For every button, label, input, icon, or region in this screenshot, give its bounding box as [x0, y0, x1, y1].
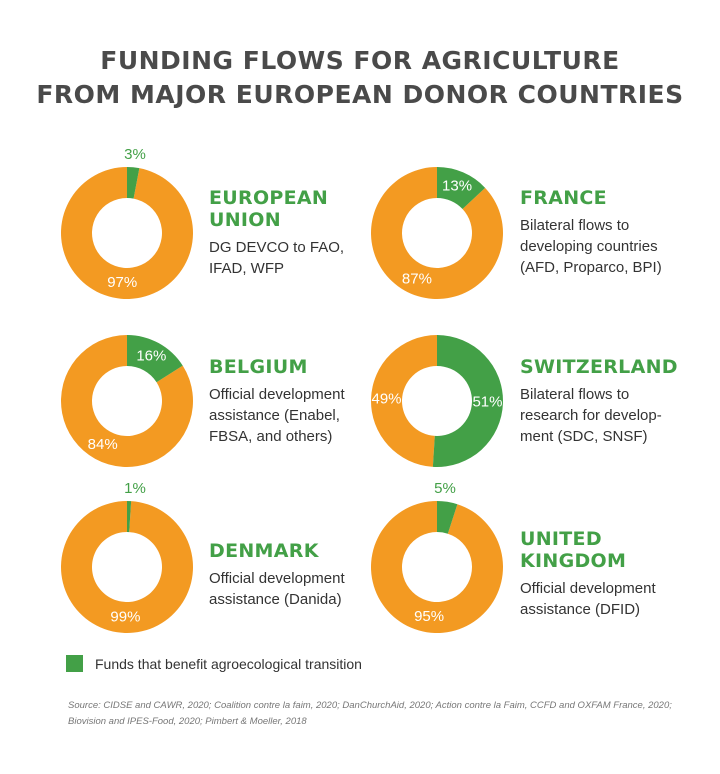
donut-slice-other-france: [371, 167, 504, 300]
data-label-other-united-kingdom: 95%: [414, 608, 444, 625]
panel-title-line: KINGDOM: [520, 550, 627, 572]
data-label-other-belgium: 84%: [88, 436, 118, 453]
panel-switzerland: SWITZERLAND Bilateral flows to research …: [520, 356, 678, 447]
donut-slice-other-united-kingdom: [371, 501, 504, 634]
panel-denmark: DENMARK Official development assistance …: [209, 540, 345, 610]
panel-description-line: assistance (Danida): [209, 591, 342, 608]
panel-france: FRANCE Bilateral flows to developing cou…: [520, 187, 662, 278]
panel-title-line: FRANCE: [520, 187, 607, 209]
panel-title-line: UNITED: [520, 528, 602, 550]
data-label-agroecological-switzerland: 51%: [472, 394, 502, 411]
panel-description-line: DG DEVCO to FAO,: [209, 239, 345, 256]
panel-description: DG DEVCO to FAO, IFAD, WFP: [209, 237, 344, 279]
data-label-other-european-union: 97%: [107, 274, 137, 291]
panel-title: BELGIUM: [209, 356, 345, 378]
panel-description: Official development assistance (DFID): [520, 578, 656, 620]
panel-description-line: developing countries: [520, 238, 658, 255]
panel-title-line: UNION: [209, 209, 281, 231]
legend-swatch-agroecological: [66, 655, 83, 672]
panel-title-line: BELGIUM: [209, 356, 308, 378]
panel-description-line: IFAD, WFP: [209, 260, 284, 277]
donut-slice-agroecological-denmark: [127, 501, 132, 533]
data-label-agroecological-belgium: 16%: [136, 348, 166, 365]
panel-description-line: Bilateral flows to: [520, 217, 630, 234]
panel-title: SWITZERLAND: [520, 356, 678, 378]
donut-slice-other-switzerland: [370, 335, 437, 467]
panel-title: DENMARK: [209, 540, 345, 562]
panel-title: UNITED KINGDOM: [520, 528, 656, 572]
panel-european-union: EUROPEAN UNION DG DEVCO to FAO, IFAD, WF…: [209, 187, 344, 279]
panel-title-line: SWITZERLAND: [520, 356, 678, 378]
panel-title-line: DENMARK: [209, 540, 319, 562]
panel-title: FRANCE: [520, 187, 662, 209]
data-label-agroecological-france: 13%: [442, 178, 472, 195]
data-label-other-switzerland: 49%: [372, 390, 402, 407]
panel-description-line: research for develop-: [520, 407, 662, 424]
legend: Funds that benefit agroecological transi…: [66, 655, 362, 672]
data-label-other-france: 87%: [402, 270, 432, 287]
panel-description-line: assistance (DFID): [520, 601, 641, 618]
donut-slice-agroecological-switzerland: [432, 335, 503, 467]
panel-description-line: Bilateral flows to: [520, 386, 630, 403]
donut-slice-other-european-union: [60, 167, 193, 299]
panel-description: Official development assistance (Danida): [209, 568, 345, 610]
data-label-agroecological-united-kingdom: 5%: [434, 480, 456, 497]
source-note: Source: CIDSE and CAWR, 2020; Coalition …: [68, 698, 672, 730]
panel-title: EUROPEAN UNION: [209, 187, 344, 231]
panel-description-line: ment (SDC, SNSF): [520, 428, 648, 445]
data-label-other-denmark: 99%: [110, 608, 140, 625]
data-label-agroecological-denmark: 1%: [124, 480, 146, 497]
panel-description-line: Official development: [209, 570, 345, 587]
source-line: Biovision and IPES-Food, 2020; Pimbert &…: [68, 716, 307, 727]
panel-description: Bilateral flows to research for develop-…: [520, 384, 678, 447]
panel-description-line: Official development: [209, 386, 345, 403]
donut-slice-other-denmark: [61, 501, 194, 634]
panel-description-line: (AFD, Proparco, BPI): [520, 259, 662, 276]
panel-title-line: EUROPEAN: [209, 187, 329, 209]
chart-title-line-1: FUNDING FLOWS FOR AGRICULTURE: [100, 46, 620, 75]
chart-title-line-2: FROM MAJOR EUROPEAN DONOR COUNTRIES: [36, 80, 684, 109]
legend-label: Funds that benefit agroecological transi…: [95, 655, 362, 672]
donut-slice-agroecological-united-kingdom: [437, 501, 458, 534]
data-label-agroecological-european-union: 3%: [124, 146, 146, 163]
source-line: Source: CIDSE and CAWR, 2020; Coalition …: [68, 700, 672, 711]
donut-slice-agroecological-belgium: [127, 335, 183, 383]
panel-description: Bilateral flows to developing countries …: [520, 215, 662, 278]
panel-description-line: assistance (Enabel,: [209, 407, 340, 424]
panel-description-line: Official development: [520, 580, 656, 597]
panel-united-kingdom: UNITED KINGDOM Official development assi…: [520, 528, 656, 620]
donut-slice-agroecological-france: [437, 167, 486, 210]
donut-slice-agroecological-european-union: [127, 167, 140, 199]
panel-description-line: FBSA, and others): [209, 428, 333, 445]
panel-belgium: BELGIUM Official development assistance …: [209, 356, 345, 447]
donut-slice-other-belgium: [61, 335, 193, 468]
panel-description: Official development assistance (Enabel,…: [209, 384, 345, 447]
